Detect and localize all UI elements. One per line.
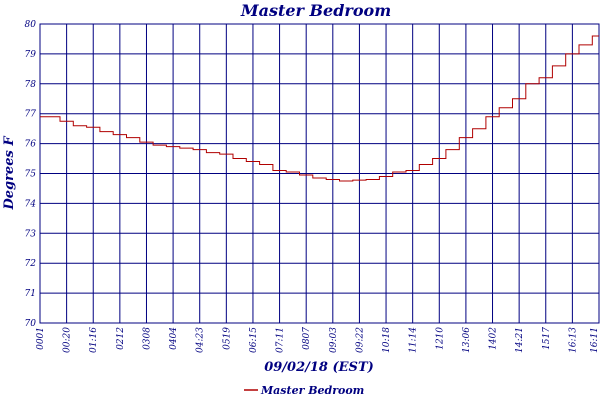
y-tick-label: 76: [25, 140, 37, 150]
x-tick-label: 0807: [302, 327, 312, 350]
series-line-master-bedroom: [40, 35, 599, 182]
y-tick-label: 71: [25, 289, 36, 299]
x-tick-label: 10:18: [382, 327, 392, 353]
x-tick-label: 0001: [36, 327, 46, 350]
x-tick-label: 00:20: [63, 327, 73, 353]
x-tick-label: 0404: [169, 327, 179, 350]
x-tick-label: 1402: [489, 327, 499, 350]
x-axis-label: 09/02/18 (EST): [264, 360, 374, 375]
x-tick-label: 06:15: [249, 327, 259, 353]
y-tick-labels: 70 71 72 73 74 75 76 77 78 79 80: [25, 20, 37, 329]
x-tick-label: 0308: [142, 327, 152, 350]
x-tick-label: 0212: [116, 327, 126, 350]
legend-label: Master Bedroom: [260, 384, 364, 397]
x-tick-label: 16:11: [590, 327, 600, 353]
y-tick-label: 75: [25, 170, 37, 180]
x-tick-label: 13:06: [462, 327, 472, 353]
y-tick-label: 77: [25, 110, 37, 120]
x-tick-label: 0519: [222, 327, 232, 350]
x-tick-label: 07:11: [276, 327, 286, 353]
x-tick-label: 1210: [435, 327, 445, 350]
chart-title: Master Bedroom: [240, 1, 391, 20]
y-tick-label: 79: [25, 50, 37, 60]
y-tick-label: 74: [25, 199, 37, 209]
grid-lines: [39, 23, 600, 324]
x-tick-label: 09:03: [329, 327, 339, 353]
x-tick-label: 11:14: [409, 327, 419, 353]
x-tick-label: 04:23: [196, 327, 206, 353]
x-tick-labels: 0001 00:20 01:16 0212 0308 0404 04:23 0519 06:15…: [36, 327, 600, 353]
y-axis-label: Degrees F: [2, 136, 17, 211]
y-tick-label: 78: [25, 80, 37, 90]
legend: Master Bedroom: [244, 384, 364, 397]
y-tick-label: 73: [25, 229, 37, 239]
y-tick-label: 72: [25, 259, 37, 269]
x-tick-label: 01:16: [89, 327, 99, 353]
x-tick-label: 16:13: [568, 327, 578, 353]
y-tick-label: 70: [25, 319, 37, 329]
y-tick-label: 80: [25, 20, 37, 30]
x-tick-label: 14:21: [515, 327, 525, 353]
x-tick-label: 09:22: [355, 327, 365, 353]
x-tick-label: 1517: [542, 327, 552, 350]
